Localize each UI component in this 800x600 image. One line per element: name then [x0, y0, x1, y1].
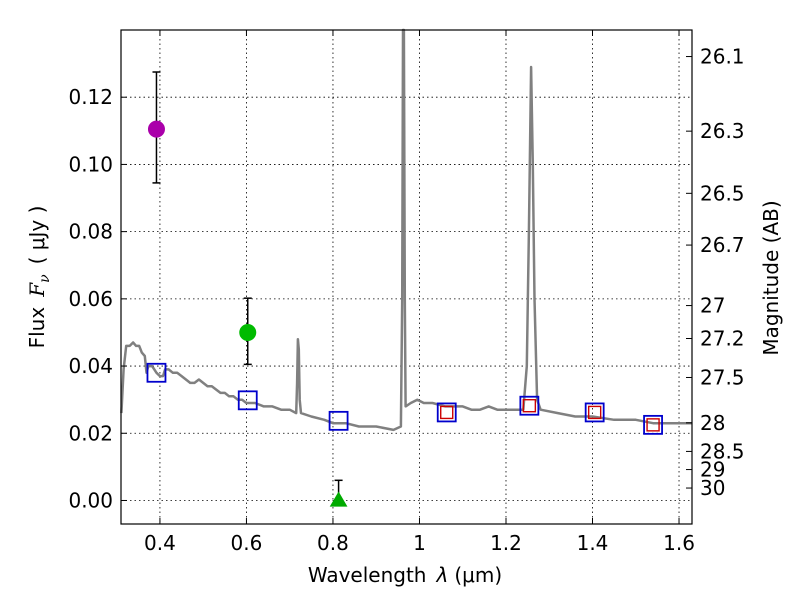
y2-axis-label: Magnitude (AB)	[759, 200, 783, 355]
y2-tick-label: 28.5	[700, 439, 745, 463]
grid-layer	[121, 30, 692, 524]
model-photometry-point	[146, 362, 167, 383]
y-tick-label: 0.02	[68, 421, 113, 445]
model-photometry-point	[519, 395, 540, 416]
plot-frame	[120, 29, 693, 525]
y-tick-label: 0.04	[68, 354, 113, 378]
x-tick-label: 1	[413, 531, 426, 555]
sed-model-line	[120, 28, 692, 432]
detection-point	[329, 491, 348, 507]
y2-tick-label: 26.3	[700, 119, 745, 143]
y2-tick-label: 27	[700, 294, 725, 318]
model-photometry-point	[643, 414, 663, 435]
y-tick-label: 0.00	[68, 488, 113, 512]
model-photometry-point	[436, 402, 457, 423]
x-tick-label: 0.4	[144, 531, 176, 555]
y2-tick-label: 26.1	[700, 45, 745, 69]
y2-tick-label: 28	[700, 411, 725, 435]
observed-nir-point	[522, 399, 537, 413]
x-tick-label: 1.2	[490, 531, 522, 555]
detection-point	[147, 120, 165, 138]
x-tick-label: 0.8	[317, 531, 349, 555]
y-tick-label: 0.08	[68, 220, 113, 244]
x-tick-label: 1.4	[577, 531, 609, 555]
detection-point	[239, 323, 257, 341]
series-layer	[120, 28, 692, 432]
y2-tick-label: 26.5	[700, 181, 745, 205]
y2-tick-label: 27.2	[700, 326, 745, 350]
y2-tick-label: 29	[700, 458, 725, 482]
y2-tick-label: 30	[700, 476, 725, 500]
y2-tick-label: 26.7	[700, 233, 745, 257]
model-photometry-point	[328, 410, 349, 431]
observed-nir-point	[646, 418, 660, 432]
x-tick-label: 0.6	[231, 531, 263, 555]
model-photometry-point	[584, 402, 605, 423]
x-axis-label: Wavelength λ (μm)	[308, 563, 502, 587]
y-tick-label: 0.10	[68, 152, 113, 176]
marker-layer	[146, 71, 663, 507]
y2-tick-label: 27.5	[700, 365, 745, 389]
observed-nir-point	[587, 405, 602, 420]
axis-layer: 0.4 0.6 0.8 1 1.2 1.4 1.6 0.00 0.02 0.04 0.06 0.08 0…	[68, 30, 745, 555]
y-tick-label: 0.06	[68, 287, 113, 311]
y-tick-label: 0.12	[68, 85, 113, 109]
x-tick-label: 1.6	[663, 531, 695, 555]
observed-nir-point	[440, 405, 454, 420]
model-photometry-point	[237, 390, 258, 411]
y-axis-label: FluxFν( μJy )	[25, 206, 53, 349]
